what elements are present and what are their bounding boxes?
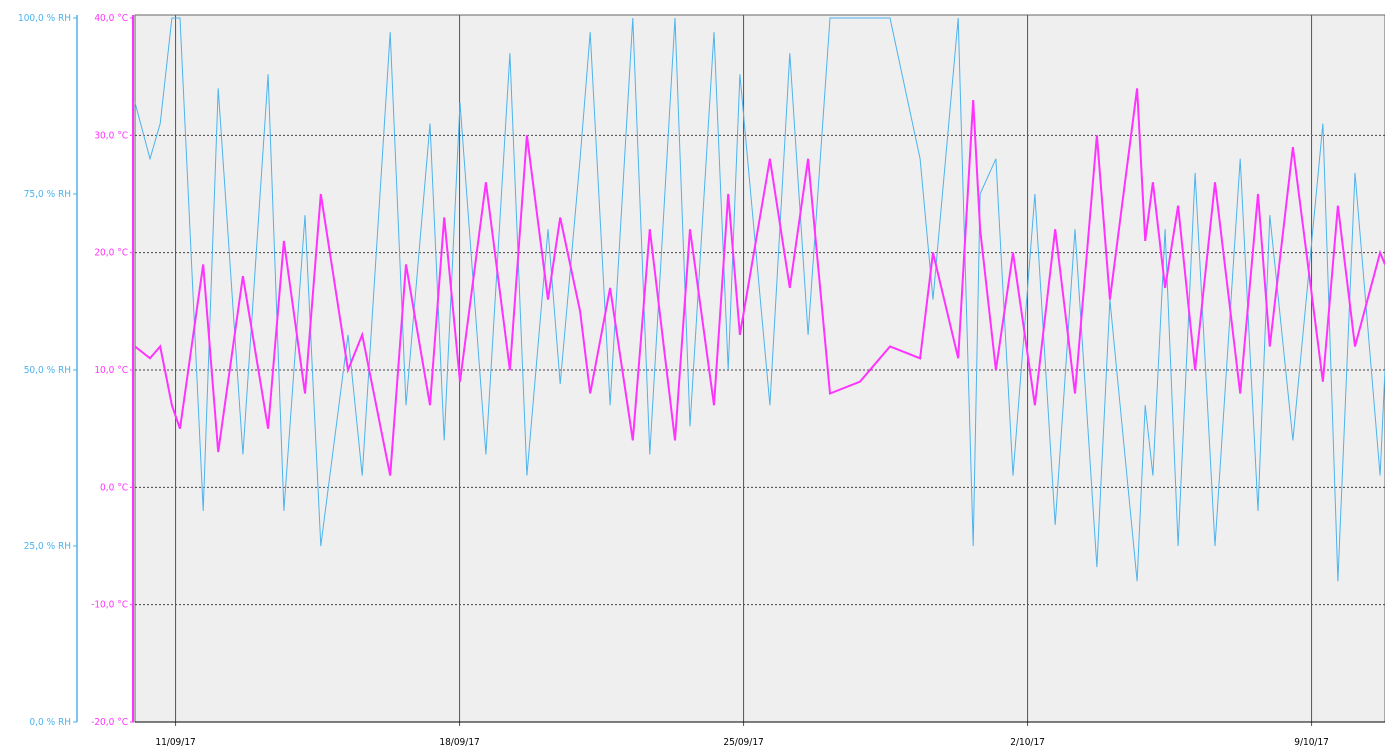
- x-tick-label: 18/09/17: [439, 737, 479, 748]
- y2-tick-label: 100,0 % RH: [18, 13, 71, 24]
- plot-area: [134, 14, 1385, 723]
- y2-tick-label: 75,0 % RH: [24, 189, 71, 200]
- y-tick-label: 0,0 °C: [100, 482, 128, 493]
- y-tick-label: 10,0 °C: [94, 365, 128, 376]
- x-tick-label: 2/10/17: [1010, 737, 1045, 748]
- y2-tick-label: 25,0 % RH: [24, 541, 71, 552]
- x-tick-label: 11/09/17: [155, 737, 195, 748]
- series-line: [134, 88, 1385, 476]
- series-line: [134, 17, 1385, 582]
- x-tick-label: 9/10/17: [1294, 737, 1329, 748]
- y2-tick-label: 50,0 % RH: [24, 365, 71, 376]
- y-tick-label: -10,0 °C: [91, 600, 128, 611]
- y-tick-label: -20,0 °C: [91, 717, 128, 728]
- y-tick-label: 20,0 °C: [94, 248, 128, 259]
- y2-tick-label: 0,0 % RH: [29, 717, 71, 728]
- y-tick-label: 30,0 °C: [94, 130, 128, 141]
- x-tick-label: 25/09/17: [723, 737, 763, 748]
- y-tick-label: 40,0 °C: [94, 13, 128, 24]
